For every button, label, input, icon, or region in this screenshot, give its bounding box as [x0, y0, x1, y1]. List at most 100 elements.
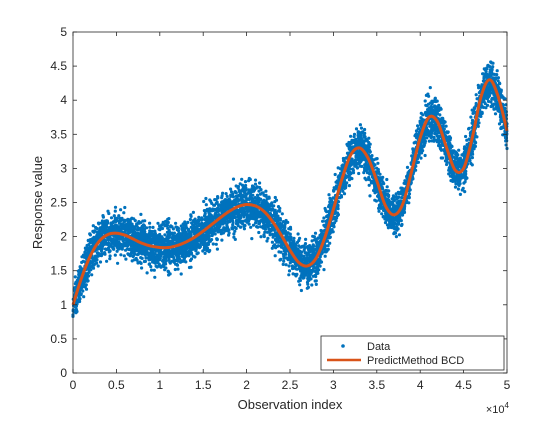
data-point: [489, 100, 493, 104]
data-point: [96, 221, 101, 225]
data-point: [453, 185, 458, 189]
data-point: [108, 257, 112, 261]
data-point: [143, 219, 147, 223]
data-point: [480, 110, 484, 114]
data-point: [90, 273, 94, 277]
data-point: [124, 257, 128, 261]
data-point: [358, 123, 362, 127]
data-point: [114, 219, 118, 224]
data-point: [119, 224, 123, 228]
data-point: [273, 195, 277, 200]
data-point: [271, 213, 275, 218]
data-point: [293, 242, 297, 246]
data-point: [485, 103, 490, 107]
data-point: [91, 224, 95, 228]
data-point: [140, 266, 144, 270]
data-point: [125, 247, 130, 251]
data-point: [465, 138, 469, 142]
data-point: [328, 241, 332, 245]
data-point: [323, 254, 327, 258]
data-point: [306, 276, 310, 281]
data-point: [493, 112, 498, 116]
data-point: [417, 127, 421, 131]
data-point: [386, 226, 390, 230]
data-point: [460, 153, 464, 157]
data-point: [257, 230, 261, 235]
data-point: [266, 236, 270, 240]
data-point: [408, 188, 412, 192]
data-point: [392, 206, 396, 210]
data-point: [305, 252, 309, 256]
data-point: [496, 76, 500, 80]
data-point: [314, 247, 318, 251]
data-point: [250, 200, 254, 204]
data-point: [349, 134, 353, 138]
data-point: [209, 214, 213, 218]
data-point: [207, 210, 211, 215]
data-point: [160, 226, 165, 231]
data-point: [439, 156, 443, 160]
data-point: [399, 186, 403, 190]
data-point: [241, 210, 245, 215]
data-point: [207, 250, 211, 254]
data-point: [179, 224, 183, 228]
data-point: [448, 174, 452, 178]
data-point: [166, 220, 170, 225]
data-point: [313, 279, 317, 283]
data-point: [401, 193, 405, 197]
data-point: [360, 138, 364, 142]
data-point: [324, 250, 328, 254]
data-point: [106, 238, 111, 242]
data-point: [326, 247, 330, 251]
data-point: [347, 184, 351, 188]
data-point: [319, 228, 323, 233]
data-point: [370, 154, 374, 158]
data-point: [429, 104, 433, 109]
data-point: [313, 231, 318, 235]
data-point: [392, 199, 396, 203]
data-point: [326, 244, 330, 248]
data-point: [240, 177, 244, 181]
data-point: [220, 238, 224, 242]
data-point: [282, 259, 286, 263]
data-point: [495, 69, 499, 73]
data-point: [155, 253, 159, 257]
data-point: [407, 194, 411, 198]
data-point: [383, 221, 388, 225]
data-point: [255, 193, 260, 197]
data-point: [311, 234, 315, 238]
data-point: [232, 235, 236, 239]
data-point: [252, 188, 257, 192]
data-point: [302, 248, 306, 252]
data-point: [431, 108, 435, 112]
data-point: [258, 181, 262, 185]
data-point: [249, 215, 253, 219]
data-point: [259, 188, 263, 192]
data-point: [247, 179, 251, 183]
data-point: [433, 104, 437, 108]
data-point: [170, 236, 175, 240]
data-point: [463, 145, 467, 149]
data-point: [290, 264, 294, 268]
data-point: [222, 219, 227, 224]
data-point: [405, 165, 410, 169]
data-point: [91, 266, 96, 270]
data-point: [458, 182, 462, 186]
data-point: [447, 172, 451, 176]
data-point: [306, 285, 310, 289]
data-point: [424, 93, 428, 97]
data-point: [204, 196, 208, 201]
data-point: [472, 106, 476, 110]
data-point: [237, 193, 242, 197]
data-point: [204, 203, 208, 207]
data-point: [117, 221, 121, 225]
data-point: [279, 244, 284, 248]
data-point: [116, 261, 120, 265]
data-point: [117, 214, 121, 218]
data-point: [144, 256, 148, 260]
data-point: [201, 242, 205, 246]
data-point: [184, 254, 188, 258]
data-point: [303, 242, 308, 246]
data-point: [227, 231, 231, 235]
